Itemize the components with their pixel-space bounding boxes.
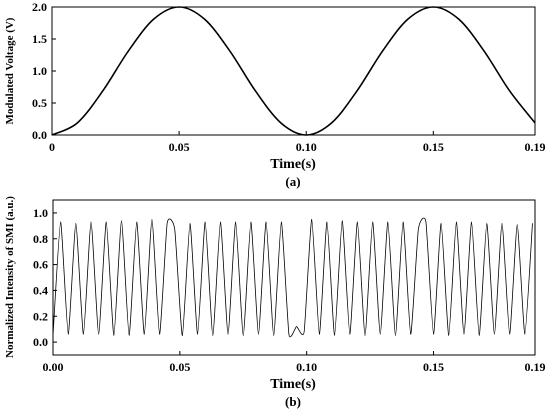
x-tick-label-b-2: 0.10 <box>296 360 317 374</box>
y-tick-label-b-3: 0.6 <box>33 258 48 272</box>
x-axis-label-b: Time(s) <box>270 377 316 392</box>
y-tick-label-a-3: 1.5 <box>32 32 47 46</box>
x-tick-label-a-3: 0.15 <box>423 140 444 154</box>
panel-a: 0 0.05 0.10 0.15 0.19 0.0 0.5 1.0 1.5 2.0 Time(s… <box>4 0 546 189</box>
y-tick-label-a-0: 0.0 <box>32 128 47 142</box>
y-tick-label-a-1: 0.5 <box>32 96 47 110</box>
y-tick-label-a-2: 1.0 <box>32 64 47 78</box>
x-tick-label-a-2: 0.10 <box>296 140 317 154</box>
x-tick-label-a-1: 0.05 <box>169 140 190 154</box>
y-ticks-a: 0.0 0.5 1.0 1.5 2.0 <box>32 0 56 142</box>
series-line-b-0 <box>52 217 533 338</box>
plot-frame-a <box>51 6 536 136</box>
x-tick-label-a-0: 0 <box>49 140 55 154</box>
series-line-a-0 <box>51 6 536 136</box>
y-axis-label-b: Normalized Intensity of SMI (a.u.) <box>4 196 16 358</box>
y-ticks-b: 0.0 0.2 0.4 0.6 0.8 1.0 <box>33 206 57 349</box>
y-tick-label-b-5: 1.0 <box>33 206 48 220</box>
y-tick-label-b-2: 0.4 <box>33 283 48 297</box>
y-tick-label-b-1: 0.2 <box>33 309 48 323</box>
panel-label-a: (a) <box>285 174 300 189</box>
x-tick-label-b-0: 0.00 <box>43 360 64 374</box>
x-tick-label-a-4: 0.19 <box>525 140 546 154</box>
x-ticks-b: 0.00 0.05 0.10 0.15 0.19 <box>43 351 546 374</box>
y-tick-label-b-4: 0.8 <box>33 232 48 246</box>
x-tick-label-b-3: 0.15 <box>423 360 444 374</box>
panel-label-b: (b) <box>285 394 301 409</box>
y-axis-label-a: Modulated Voltage (V) <box>4 17 16 124</box>
series-group-b <box>52 217 533 338</box>
x-axis-label-a: Time(s) <box>270 157 316 172</box>
x-tick-label-b-4: 0.19 <box>525 360 546 374</box>
plot-frame-b <box>52 199 536 356</box>
x-tick-label-b-1: 0.05 <box>169 360 190 374</box>
panel-b: 0.00 0.05 0.10 0.15 0.19 0.00.20.40.60.81.0 … <box>4 196 546 409</box>
y-tick-label-a-4: 2.0 <box>32 0 47 14</box>
series-group-a <box>51 6 536 136</box>
y-tick-label-b-0: 0.0 <box>33 335 48 349</box>
x-ticks-a: 0 0.05 0.10 0.15 0.19 <box>49 131 546 154</box>
